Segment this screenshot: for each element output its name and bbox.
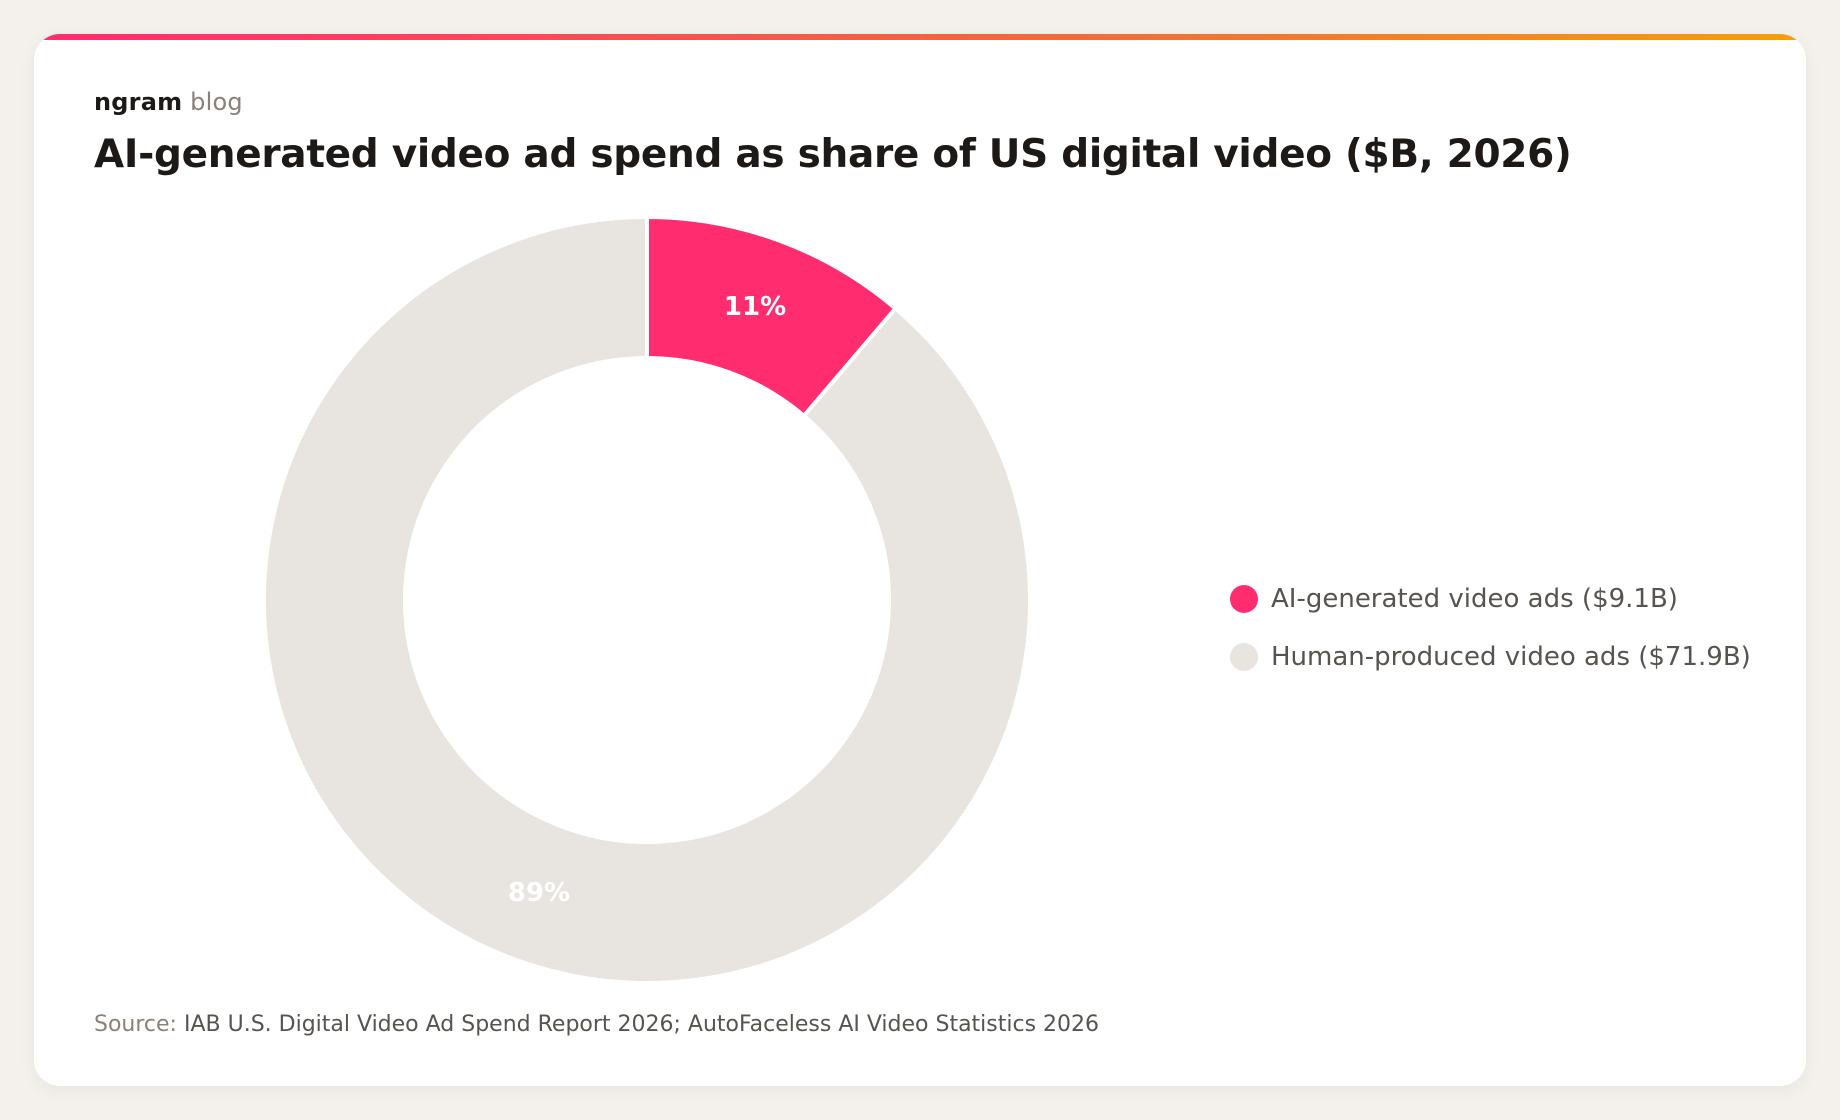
legend-swatch-human-produced [1230, 643, 1258, 671]
source-text: IAB U.S. Digital Video Ad Spend Report 2… [183, 1012, 1100, 1037]
chart-title: AI-generated video ad spend as share of … [94, 132, 1572, 177]
data-label-ai-generated: 11% [724, 292, 786, 322]
chart-card: ngram blog AI-generated video ad spend a… [34, 34, 1806, 1086]
slice-human-produced [262, 214, 1032, 985]
source-label: Source: [94, 1012, 177, 1037]
legend-label-ai-generated: AI-generated video ads ($9.1B) [1271, 584, 1678, 614]
donut-data-labels: 11% 89% [508, 292, 786, 908]
donut-slices [262, 214, 1032, 985]
legend-item-human-produced: Human-produced video ads ($71.9B) [1230, 628, 1751, 686]
legend-item-ai-generated: AI-generated video ads ($9.1B) [1230, 570, 1751, 628]
source-note: Source: IAB U.S. Digital Video Ad Spend … [94, 1012, 1099, 1037]
data-label-human-produced: 89% [508, 878, 570, 908]
legend-label-human-produced: Human-produced video ads ($71.9B) [1271, 642, 1751, 672]
chart-legend: AI-generated video ads ($9.1B) Human-prod… [1230, 570, 1751, 686]
brand: ngram blog [94, 88, 243, 116]
donut-chart: 11% 89% [262, 214, 1032, 985]
brand-sub: blog [190, 88, 243, 116]
legend-swatch-ai-generated [1230, 585, 1258, 613]
brand-name: ngram [94, 88, 183, 116]
accent-bar [34, 34, 1806, 40]
